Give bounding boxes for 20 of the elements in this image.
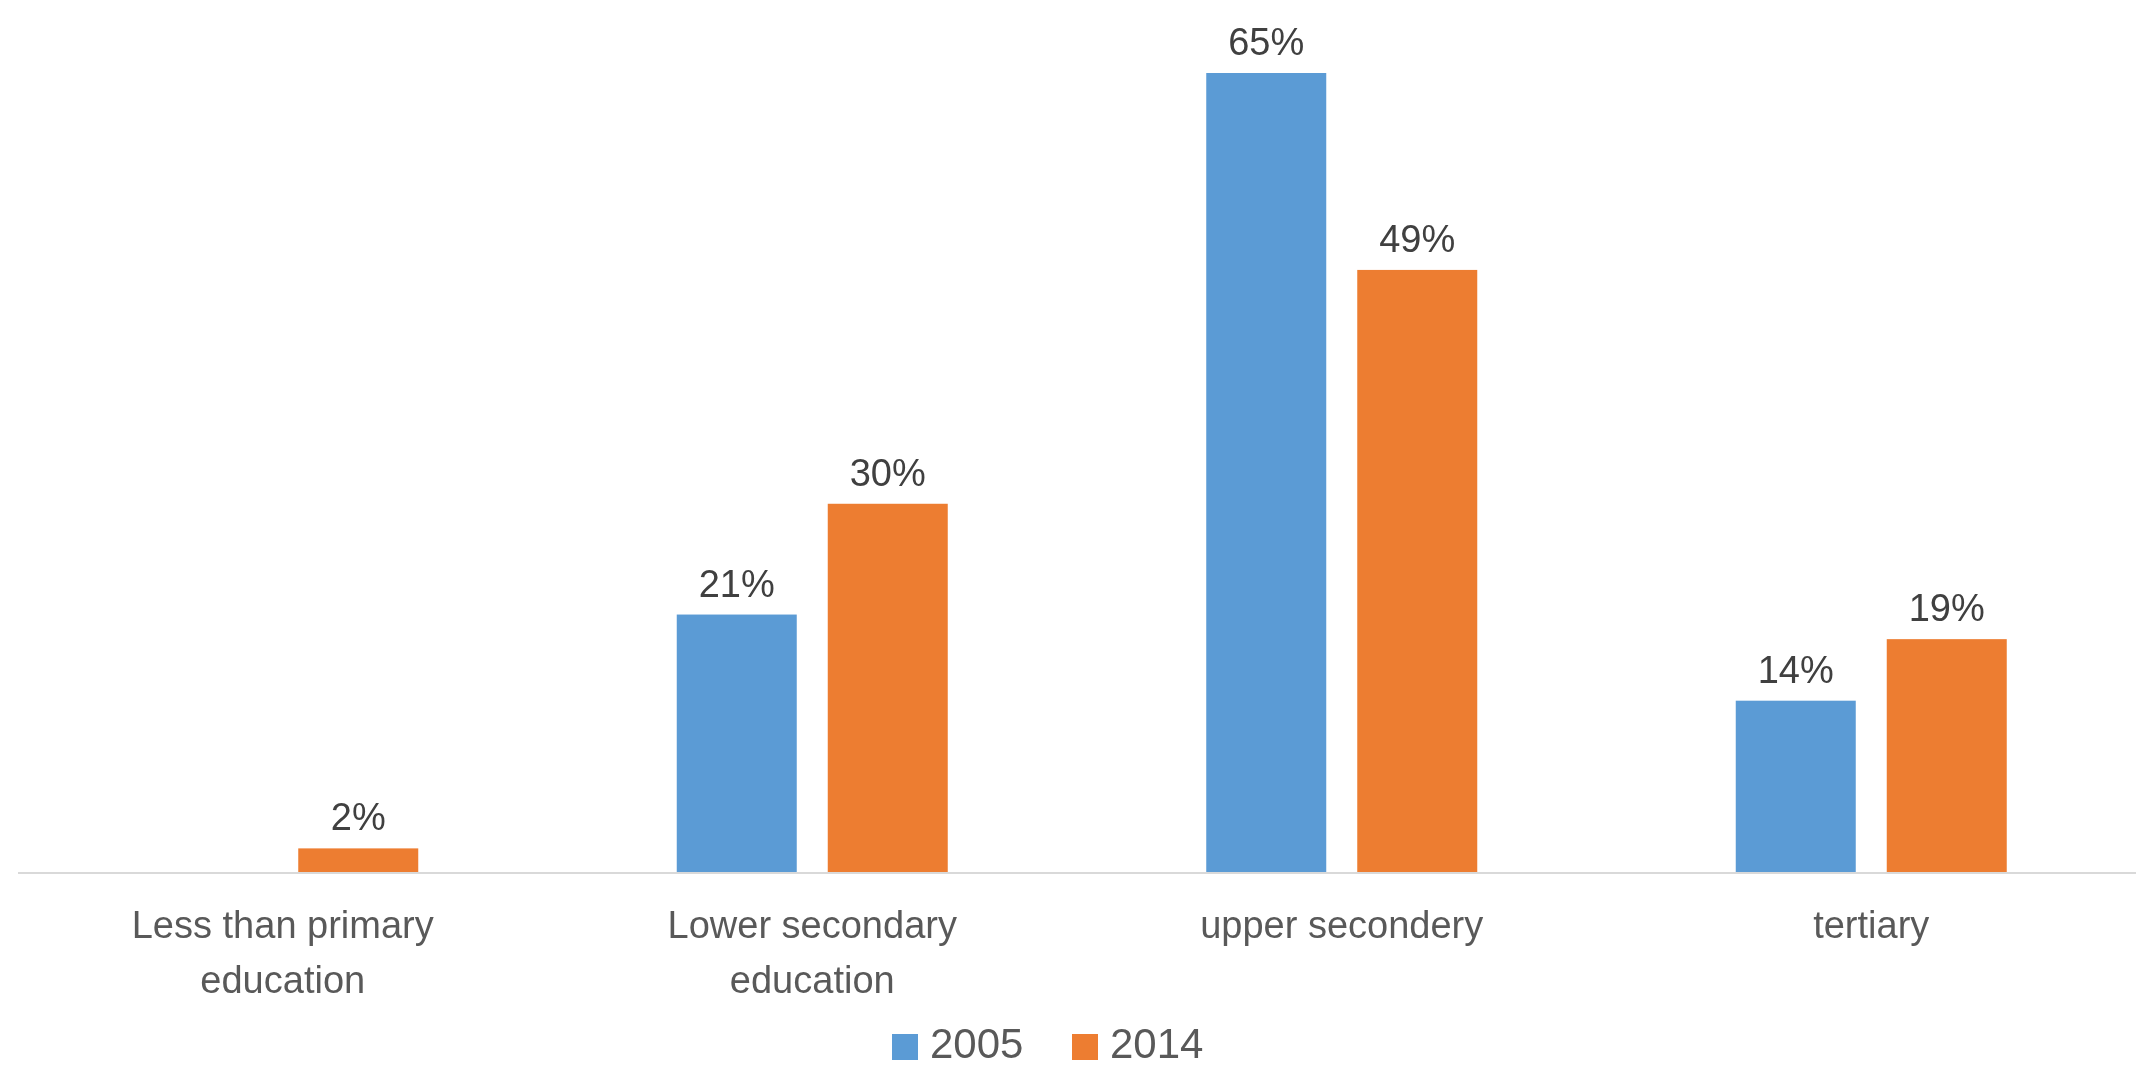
legend-label: 2014 <box>1110 1020 1204 1067</box>
bar <box>1206 73 1327 873</box>
bar <box>298 848 419 873</box>
data-label: 14% <box>1757 648 1834 691</box>
bar <box>1735 700 1856 873</box>
bar <box>1886 639 2007 873</box>
bar <box>827 503 948 873</box>
x-tick-label: Less than primary education <box>131 904 434 1001</box>
data-label: 19% <box>1908 587 1985 630</box>
x-tick-label: tertiary <box>1813 904 1930 946</box>
data-label: 30% <box>849 451 926 494</box>
data-label: 21% <box>698 562 775 605</box>
legend-label: 2005 <box>930 1020 1024 1067</box>
x-tick-label: upper secondery <box>1200 904 1484 946</box>
bar <box>1357 269 1478 873</box>
data-label: 2% <box>330 796 386 839</box>
data-label: 65% <box>1228 21 1305 63</box>
x-tick-label: Lower secondary education <box>667 904 957 1001</box>
bar <box>676 614 797 873</box>
data-label: 49% <box>1379 217 1456 260</box>
